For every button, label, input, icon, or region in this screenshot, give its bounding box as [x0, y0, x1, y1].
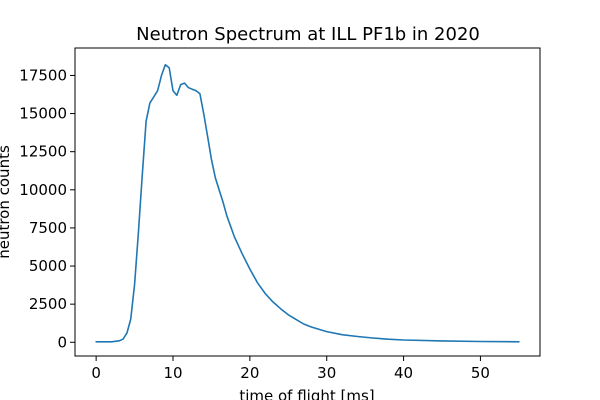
x-tick-label: 20 — [240, 364, 259, 382]
series-line-0 — [95, 64, 520, 343]
x-axis: 0 10 20 30 40 50 — [91, 356, 490, 382]
y-axis: 0 2500 5000 7500 10000 12500 15000 17500 — [19, 66, 75, 351]
y-tick-label: 7500 — [29, 219, 67, 237]
y-axis-label: neutron counts — [0, 145, 13, 259]
chart-title: Neutron Spectrum at ILL PF1b in 2020 — [136, 24, 480, 45]
y-tick-label: 0 — [57, 333, 67, 351]
y-tick-label: 17500 — [19, 66, 67, 84]
y-tick-label: 2500 — [29, 295, 67, 313]
x-axis-label: time of flight [ms] — [239, 387, 374, 400]
y-tick-label: 15000 — [19, 105, 67, 123]
y-tick-label: 10000 — [19, 181, 67, 199]
x-tick-label: 0 — [91, 364, 101, 382]
x-tick-label: 30 — [317, 364, 336, 382]
y-tick-label: 12500 — [19, 143, 67, 161]
y-tick-label: 5000 — [29, 257, 67, 275]
x-tick-label: 10 — [163, 364, 182, 382]
plot-frame — [74, 47, 541, 357]
x-tick-label: 40 — [394, 364, 413, 382]
plot-area — [95, 64, 520, 343]
x-tick-label: 50 — [471, 364, 490, 382]
